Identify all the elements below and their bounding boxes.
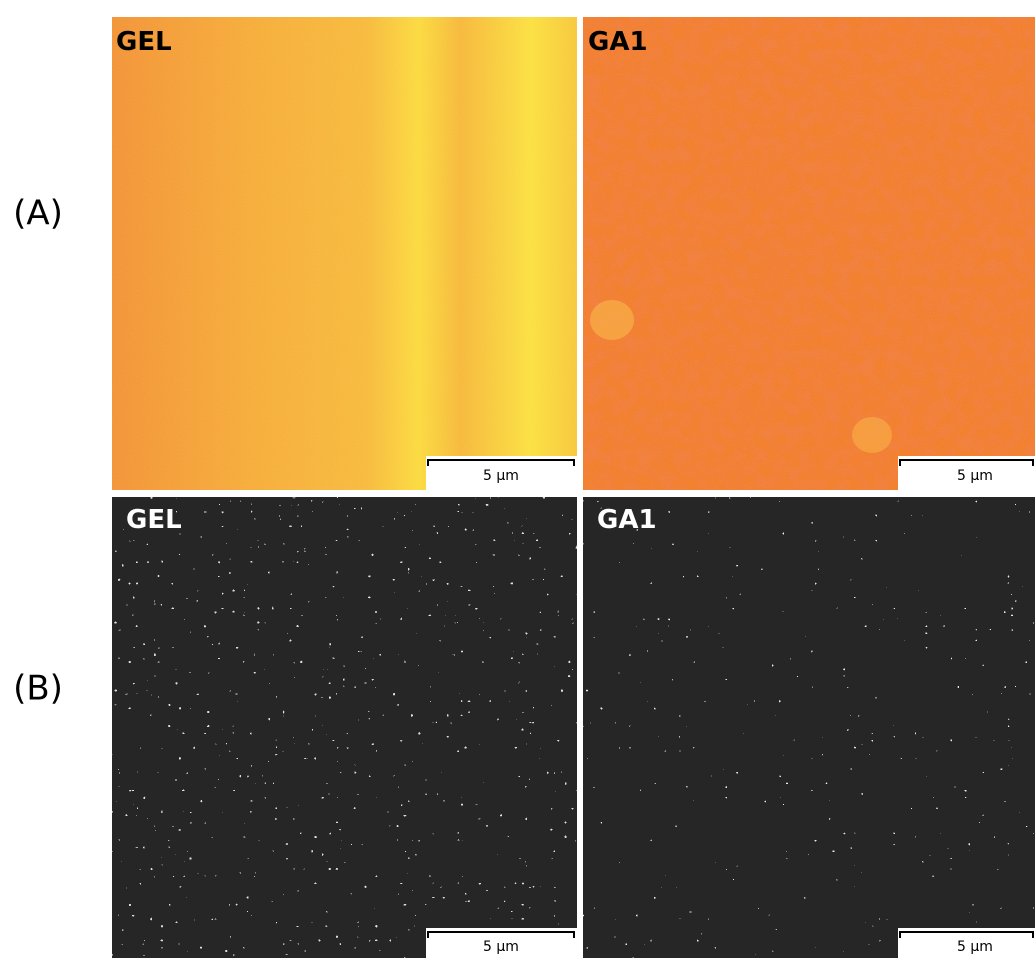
spot [852,417,892,453]
texture [583,497,1035,958]
scale-label: 5 µm [957,939,993,955]
scale-label: 5 µm [957,468,993,484]
scale-label: 5 µm [483,939,519,955]
scale-bar: 5 µm [898,928,1035,958]
texture [112,17,577,490]
scale-label: 5 µm [483,468,519,484]
panel-label: GA1 [588,27,648,57]
panel-label: GEL [126,505,182,535]
panel: GEL [112,497,577,958]
row-label: (B) [13,669,63,709]
spot [590,300,634,340]
scale-bar: 5 µm [898,456,1035,490]
panel: GA1 [583,497,1035,958]
scale-bar: 5 µm [426,456,577,490]
panel: GA1 [583,17,1035,490]
scale-bar: 5 µm [426,928,577,958]
texture [112,497,577,958]
panel-label: GA1 [597,505,657,535]
texture [583,17,1035,490]
panel: GEL [112,17,577,490]
row-label: (A) [13,194,63,234]
panel-label: GEL [116,27,172,57]
